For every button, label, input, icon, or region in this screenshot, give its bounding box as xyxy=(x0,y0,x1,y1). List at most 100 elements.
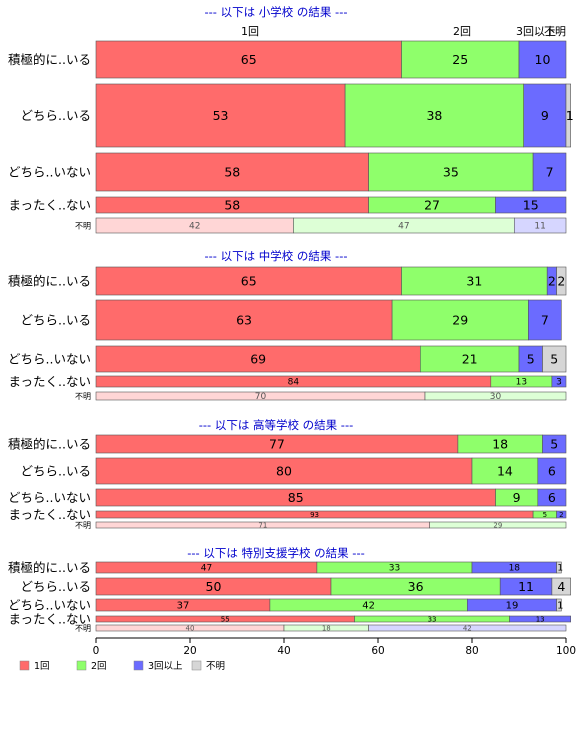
data-label: 2 xyxy=(548,274,556,289)
legend-label: 2回 xyxy=(91,661,107,672)
data-label: 47 xyxy=(201,564,212,574)
row-label: 不明 xyxy=(75,521,91,530)
row-label: まったく..ない xyxy=(9,612,91,627)
bar-segment xyxy=(537,488,567,507)
legend-label: 不明 xyxy=(206,661,225,672)
bar-segment xyxy=(556,266,567,296)
x-tick-label: 20 xyxy=(183,645,196,657)
bar-segment xyxy=(368,152,534,192)
x-tick-label: 60 xyxy=(371,645,384,657)
data-label: 65 xyxy=(241,274,257,289)
data-label: 9 xyxy=(513,490,521,505)
bar-segment xyxy=(542,434,567,454)
row-label: まったく..ない xyxy=(9,198,91,213)
data-label: 93 xyxy=(310,511,319,519)
row-label: どちら..いない xyxy=(8,352,91,367)
bar-segment xyxy=(532,152,567,192)
legend-swatch xyxy=(133,660,144,671)
row-label: どちら..いない xyxy=(8,490,91,505)
bar-segment xyxy=(344,83,525,148)
panel-title: --- 以下は 特別支援学校 の結果 --- xyxy=(187,546,365,560)
bar-segment xyxy=(556,561,562,574)
row-label: 積極的に..いる xyxy=(8,560,91,575)
data-label: 3 xyxy=(556,378,562,388)
row-label: 不明 xyxy=(75,222,91,231)
data-label: 42 xyxy=(463,625,472,633)
data-label: 1 xyxy=(557,564,563,574)
data-label: 58 xyxy=(224,165,240,180)
data-label: 85 xyxy=(288,490,304,505)
data-label: 71 xyxy=(258,522,267,530)
row-label: どちら..いない xyxy=(8,165,91,180)
bar-segment xyxy=(95,266,402,296)
bar-segment xyxy=(551,375,567,388)
x-tick-label: 0 xyxy=(93,645,100,657)
bar-segment xyxy=(419,345,520,373)
row-label: 積極的に..いる xyxy=(8,274,91,289)
data-label: 25 xyxy=(452,52,468,67)
panel-title: --- 以下は 中学校 の結果 --- xyxy=(204,249,347,263)
data-label: 33 xyxy=(389,564,400,574)
bar-segment xyxy=(551,577,572,596)
data-label: 29 xyxy=(452,313,468,328)
x-tick-label: 100 xyxy=(556,645,576,657)
data-label: 10 xyxy=(535,52,551,67)
data-label: 42 xyxy=(189,222,200,232)
data-label: 27 xyxy=(424,198,440,213)
data-label: 14 xyxy=(497,464,513,479)
data-label: 40 xyxy=(186,625,195,633)
legend-swatch xyxy=(191,660,202,671)
legend-label: 3回以上 xyxy=(148,661,183,672)
data-label: 37 xyxy=(177,601,190,612)
data-label: 80 xyxy=(276,464,292,479)
bar-segment xyxy=(424,391,567,401)
bar-segment xyxy=(95,299,393,341)
data-label: 42 xyxy=(362,601,375,612)
data-label: 63 xyxy=(236,313,252,328)
data-label: 13 xyxy=(536,616,545,624)
legend-swatch xyxy=(19,660,30,671)
top-column-label: 不明 xyxy=(544,25,566,38)
bar-segment xyxy=(471,457,539,485)
data-label: 5 xyxy=(543,511,547,519)
data-label: 4 xyxy=(557,579,565,594)
bar-segment xyxy=(556,598,562,612)
bar-segment xyxy=(95,457,473,485)
data-label: 18 xyxy=(492,437,508,452)
data-label: 69 xyxy=(250,352,266,367)
row-label: 積極的に..いる xyxy=(8,437,91,452)
data-label: 1 xyxy=(557,601,563,612)
bar-segment xyxy=(495,196,567,214)
row-label: どちら..いる xyxy=(21,464,91,479)
data-label: 5 xyxy=(550,437,558,452)
x-tick-label: 40 xyxy=(277,645,290,657)
data-label: 50 xyxy=(206,579,222,594)
data-label: 1 xyxy=(566,108,574,123)
data-label: 36 xyxy=(408,579,424,594)
top-column-label: 3回以上 xyxy=(516,25,556,38)
data-label: 6 xyxy=(548,464,556,479)
data-label: 11 xyxy=(534,222,545,232)
top-column-label: 2回 xyxy=(453,25,471,38)
data-label: 7 xyxy=(541,313,549,328)
data-label: 29 xyxy=(493,522,502,530)
legend-swatch xyxy=(76,660,87,671)
row-label: まったく..ない xyxy=(9,507,91,522)
data-label: 2 xyxy=(559,511,563,519)
x-tick-label: 80 xyxy=(465,645,478,657)
legend-label: 1回 xyxy=(34,661,50,672)
row-label: どちら..いない xyxy=(8,598,91,613)
data-label: 55 xyxy=(221,616,230,624)
data-label: 5 xyxy=(550,352,558,367)
data-label: 5 xyxy=(527,352,535,367)
row-label: どちら..いる xyxy=(21,108,91,123)
data-label: 18 xyxy=(509,564,521,574)
data-label: 6 xyxy=(548,490,556,505)
bar-segment xyxy=(513,217,567,234)
data-label: 35 xyxy=(443,165,459,180)
bar-segment xyxy=(537,457,567,485)
bar-segment xyxy=(368,624,567,632)
bar-segment xyxy=(95,345,421,373)
bar-segment xyxy=(401,40,520,79)
